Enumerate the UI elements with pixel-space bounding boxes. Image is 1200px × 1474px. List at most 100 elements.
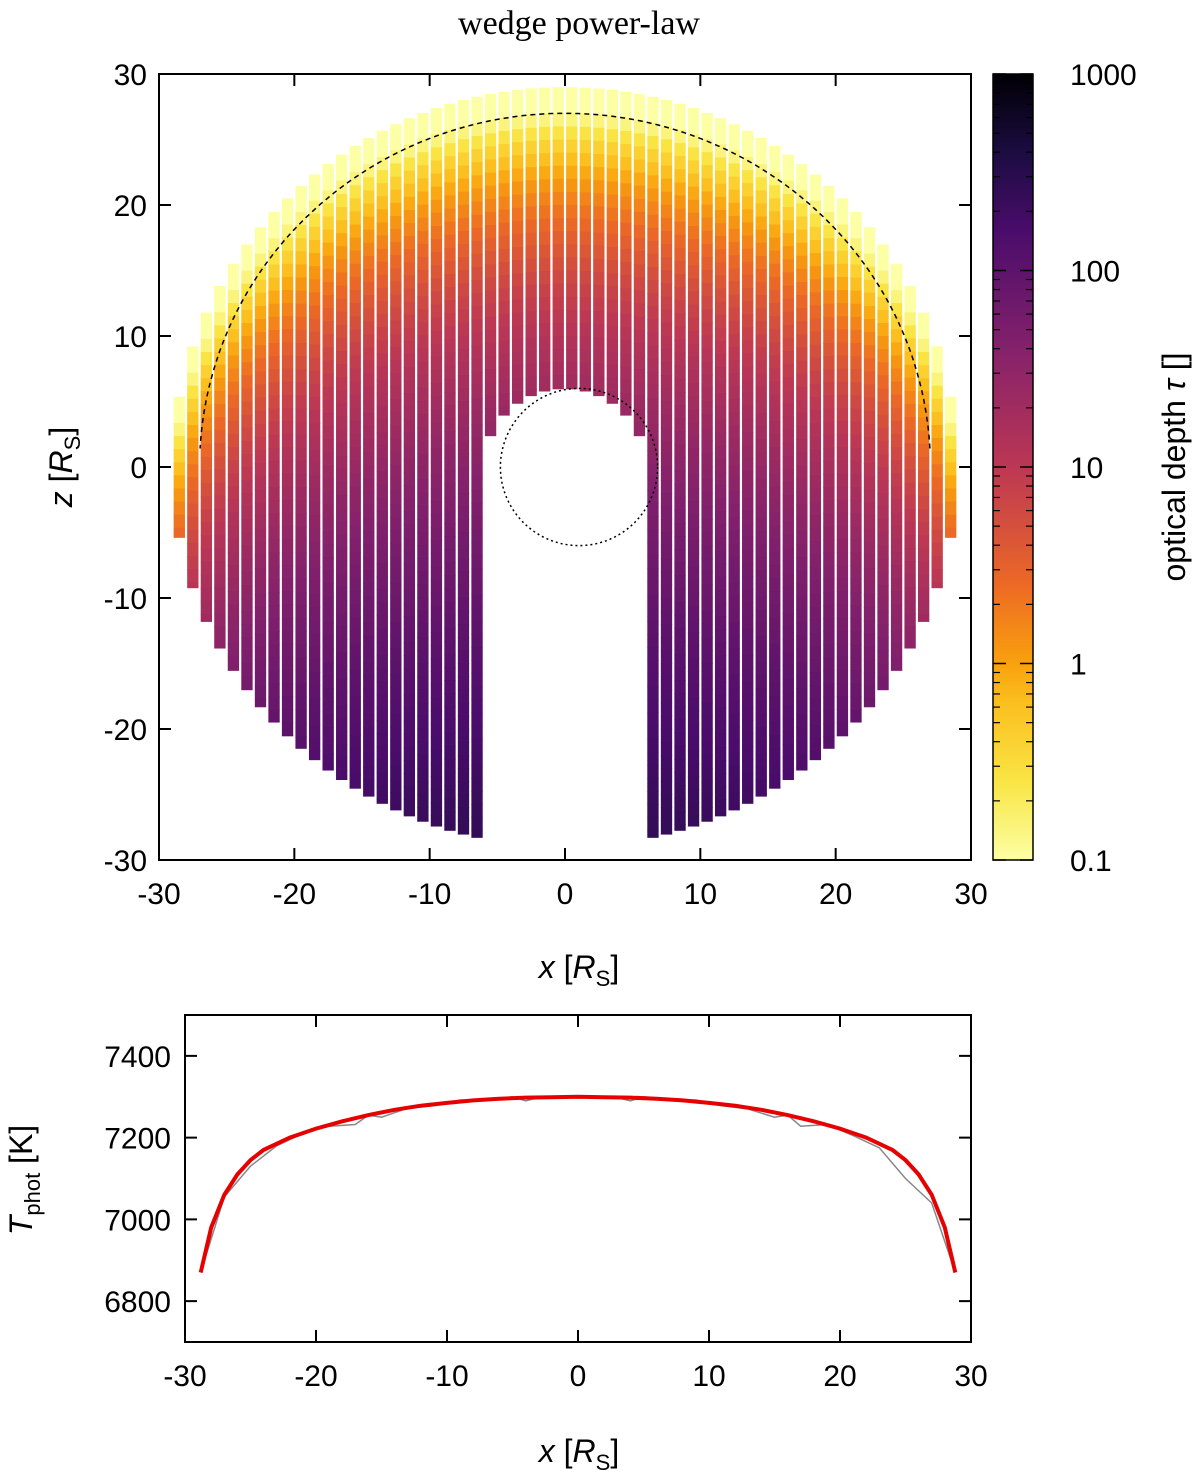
heatmap-cell [566,165,578,180]
heatmap-cell [809,318,822,333]
heatmap-cell [836,551,849,566]
heatmap-cell [850,343,862,357]
heatmap-cell [809,449,822,464]
heatmap-cell [917,338,930,353]
heatmap-cell [809,423,822,438]
heatmap-cell [647,660,659,674]
heatmap-cell [484,290,497,305]
heatmap-cell [850,578,862,593]
heatmap-cell [606,312,619,327]
heatmap-cell [417,440,429,455]
heatmap-cell [714,681,727,696]
heatmap-cell [281,486,294,501]
heatmap-cell [742,733,754,748]
heatmap-cell [823,644,835,659]
heatmap-cell [376,248,388,263]
heatmap-cell [471,764,483,779]
heatmap-cell [430,356,443,371]
heatmap-cell [823,722,835,737]
heatmap-cell [606,168,619,183]
heatmap-cell [782,337,794,352]
heatmap-cell [390,255,402,269]
heatmap-cell [742,261,754,276]
heatmap-cell [349,421,361,435]
heatmap-cell [647,594,659,609]
heatmap-cell [173,449,185,463]
heatmap-cell [444,129,456,144]
heatmap-cell [403,367,416,381]
heatmap-cell [863,279,876,294]
heatmap-cell [769,499,781,514]
heatmap-cell [471,555,483,569]
heatmap-cell [796,373,808,388]
heatmap-cell [579,257,591,272]
heatmap-cell [674,221,686,236]
heatmap-cell [254,397,267,412]
heatmap-cell [281,237,294,252]
heatmap-cell [674,143,686,157]
heatmap-cell [471,384,483,399]
heatmap-cell [403,720,416,735]
heatmap-cell [498,104,510,119]
heatmap-cell [403,406,416,421]
heatmap-cell [390,530,402,544]
heatmap-cell [714,262,727,277]
heatmap-cell [742,667,754,682]
heatmap-cell [308,410,321,424]
heatmap-cell [457,217,470,232]
colorbar-tick-label: 0.1 [1070,845,1112,878]
heatmap-cell [349,669,361,684]
heatmap-cell [579,153,591,167]
heatmap-cell [701,283,713,297]
heatmap-cell [336,468,348,483]
heatmap-cell [363,557,375,571]
heatmap-cell [863,319,876,333]
heatmap-cell [701,125,713,140]
heatmap-cell [457,113,470,127]
heatmap-cell [525,337,537,352]
heatmap-cell [823,487,835,501]
heatmap-cell [647,673,659,687]
heatmap-cell [430,304,443,319]
heatmap-cell [579,362,591,377]
heatmap-cell [674,418,686,432]
heatmap-cell [714,707,727,722]
heatmap-cell [173,488,185,503]
heatmap-cell [295,290,307,305]
heatmap-cell [539,388,551,392]
heatmap-cell [850,434,862,449]
heatmap-cell [390,543,402,558]
x-label-unit-sub: S [596,1450,611,1474]
heatmap-cell [539,297,551,311]
heatmap-cell [850,526,862,541]
heatmap-cell [363,793,375,797]
heatmap-cell [742,484,754,499]
heatmap-cell [457,532,470,547]
heatmap-cell [552,283,564,298]
heatmap-cell [687,304,700,319]
heatmap-cell [390,137,402,151]
heatmap-cell [877,663,889,678]
heatmap-cell [742,563,754,577]
heatmap-cell [457,440,470,455]
heatmap-cell [701,610,713,625]
heatmap-cell [336,560,348,575]
heatmap-cell [877,545,889,560]
heatmap-cell [444,680,456,694]
heatmap-cell [769,709,781,723]
heatmap-cell [904,430,916,444]
heatmap-cell [322,360,334,375]
heatmap-cell [674,208,686,223]
heatmap-cell [728,792,740,806]
heatmap-cell [471,149,483,163]
heatmap-cell [904,600,916,615]
heatmap-cell [403,432,416,447]
heatmap-cell [552,113,564,128]
heatmap-cell [308,619,321,634]
heatmap-cell [863,659,876,674]
heatmap-cell [498,196,510,211]
heatmap-cell [742,248,754,263]
heatmap-cell [850,552,862,567]
heatmap-cell [769,538,781,553]
heatmap-cell [769,224,781,239]
